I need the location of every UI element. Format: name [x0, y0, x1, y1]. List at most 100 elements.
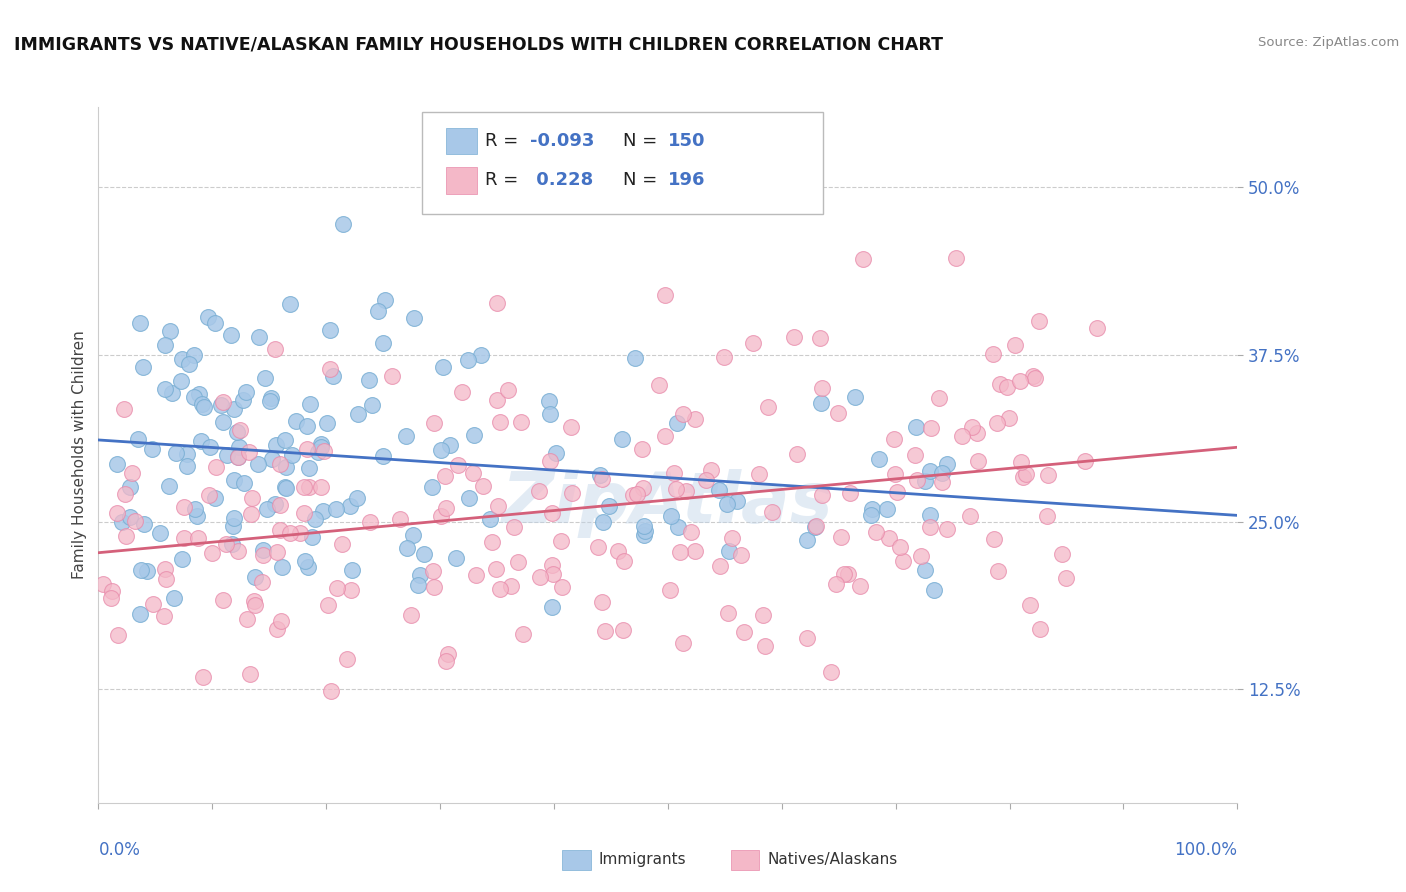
- Point: [658, 583, 681, 598]
- Point: [837, 567, 859, 582]
- Point: [129, 607, 152, 621]
- Point: [243, 598, 266, 612]
- Point: [204, 316, 226, 330]
- Text: Natives/Alaskans: Natives/Alaskans: [768, 853, 898, 867]
- Point: [586, 540, 609, 554]
- Text: R =: R =: [485, 132, 524, 150]
- Point: [832, 567, 855, 582]
- Point: [654, 429, 676, 443]
- Point: [309, 440, 332, 454]
- Point: [748, 467, 770, 481]
- Point: [112, 401, 135, 416]
- Point: [371, 449, 394, 463]
- Point: [631, 442, 654, 456]
- Point: [312, 503, 335, 517]
- Point: [860, 502, 883, 516]
- Point: [374, 293, 396, 307]
- Point: [754, 640, 776, 654]
- Point: [540, 558, 562, 573]
- Point: [270, 614, 292, 628]
- Point: [598, 499, 620, 513]
- Point: [1054, 570, 1077, 584]
- Point: [252, 542, 274, 557]
- Point: [485, 561, 508, 575]
- Point: [215, 537, 238, 551]
- Point: [666, 520, 689, 534]
- Point: [804, 519, 827, 533]
- Point: [153, 337, 176, 351]
- Point: [336, 652, 359, 666]
- Point: [266, 438, 288, 452]
- Point: [503, 520, 526, 534]
- Point: [322, 369, 344, 384]
- Point: [191, 397, 214, 411]
- Point: [271, 559, 294, 574]
- Point: [783, 330, 806, 344]
- Point: [910, 549, 932, 563]
- Point: [905, 473, 928, 487]
- Point: [371, 335, 394, 350]
- Point: [197, 310, 219, 325]
- Point: [709, 558, 731, 573]
- Point: [936, 458, 959, 472]
- Point: [849, 579, 872, 593]
- Point: [695, 473, 717, 487]
- Point: [922, 582, 945, 597]
- Point: [176, 447, 198, 461]
- Point: [808, 331, 831, 345]
- Point: [179, 357, 201, 371]
- Point: [786, 448, 808, 462]
- Point: [662, 466, 685, 480]
- Point: [501, 579, 523, 593]
- Point: [920, 508, 942, 523]
- Point: [190, 434, 212, 449]
- Point: [420, 481, 443, 495]
- Point: [945, 251, 967, 265]
- Point: [446, 551, 468, 566]
- Point: [612, 432, 634, 446]
- Point: [165, 446, 187, 460]
- Point: [914, 563, 936, 577]
- Point: [367, 304, 389, 318]
- Point: [332, 217, 354, 231]
- Point: [105, 457, 128, 471]
- Point: [269, 524, 291, 538]
- Point: [316, 598, 339, 612]
- Point: [276, 481, 298, 495]
- Point: [183, 502, 205, 516]
- Text: -0.093: -0.093: [530, 132, 595, 150]
- Point: [201, 546, 224, 560]
- Point: [725, 494, 748, 508]
- Point: [319, 323, 342, 337]
- Point: [665, 416, 688, 430]
- Point: [274, 433, 297, 447]
- Point: [225, 425, 247, 440]
- Point: [883, 432, 905, 446]
- Point: [962, 420, 984, 434]
- Text: Source: ZipAtlas.com: Source: ZipAtlas.com: [1258, 36, 1399, 49]
- Point: [931, 466, 953, 480]
- Point: [877, 531, 900, 545]
- Point: [1028, 314, 1050, 328]
- Point: [709, 483, 731, 497]
- Point: [966, 453, 988, 467]
- Point: [266, 545, 288, 559]
- Point: [142, 597, 165, 611]
- Text: Immigrants: Immigrants: [599, 853, 686, 867]
- Point: [595, 624, 617, 638]
- Point: [315, 416, 337, 430]
- Point: [621, 488, 644, 502]
- Point: [432, 359, 454, 374]
- Point: [124, 514, 146, 528]
- Point: [297, 559, 319, 574]
- Text: 0.0%: 0.0%: [98, 841, 141, 859]
- Text: 150: 150: [668, 132, 706, 150]
- Point: [309, 480, 332, 494]
- Point: [269, 498, 291, 512]
- Point: [1021, 368, 1043, 383]
- Point: [215, 448, 238, 462]
- Point: [538, 454, 561, 468]
- Point: [307, 445, 329, 459]
- Point: [914, 475, 936, 489]
- Text: R =: R =: [485, 171, 524, 189]
